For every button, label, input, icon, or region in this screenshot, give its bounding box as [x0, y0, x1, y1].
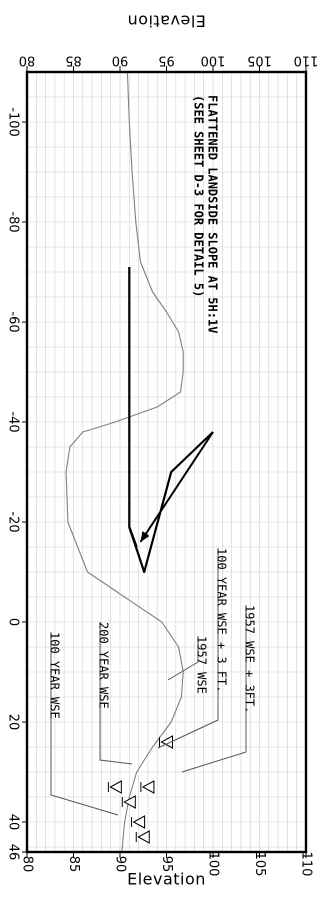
tick-label-distance: 0	[6, 618, 21, 626]
series-design-branch	[128, 526, 138, 548]
annotation-flattened-line-2: (SEE SHEET D-3 FOR DETAIL 5)	[192, 95, 206, 297]
annotation-wse1957-leader	[167, 636, 199, 681]
gridlines	[26, 71, 307, 852]
annotation-flattened-line-1: FLATTENED LANDSIDE SLOPE AT 5H:1V	[206, 95, 220, 333]
tick-label-elevation-top: 85	[65, 53, 82, 68]
water-markers	[107, 735, 173, 844]
axis-title-elevation-top: Elevation	[127, 12, 206, 31]
series-layer	[65, 71, 214, 853]
tick-label-distance: -80	[6, 211, 21, 232]
axes: 80 80 85 85 90 90 95 95 100 100 105 105 110 110 -100 -8…	[6, 12, 319, 889]
annotation-yr100_3ft-leader	[157, 548, 219, 749]
axis-title-elevation-bottom: Elevation	[127, 870, 206, 889]
annotation-yr100-leader	[50, 632, 119, 816]
series-design-line	[128, 267, 214, 574]
annotation-yr100_3ft: 100 YEAR WSE + 3 FT.	[215, 548, 229, 693]
tick-label-elevation-top: 105	[247, 53, 272, 68]
annotation-yr200-leader	[99, 622, 133, 765]
tick-label-elevation-top: 95	[158, 53, 175, 68]
water-surface-marker-icon	[109, 780, 122, 794]
tick-label-elevation-top: 90	[112, 53, 129, 68]
water-surface-marker-icon	[137, 830, 150, 844]
water-surface-marker-icon	[132, 815, 146, 829]
tick-label-elevation-bottom: 105	[252, 852, 267, 877]
annotation-wse1957_3ft-leader	[181, 605, 247, 773]
tick-label-elevation-top: 100	[201, 53, 226, 68]
flattened-leader-line	[139, 431, 214, 543]
tick-label-distance: 20	[6, 714, 21, 731]
tick-label-distance: 46	[6, 844, 21, 861]
tick-label-elevation-bottom: 110	[299, 852, 314, 877]
tick-label-distance: 40	[6, 814, 21, 831]
series-ground-line	[65, 71, 184, 853]
flattened-arrowhead	[140, 531, 150, 542]
water-surface-marker-icon	[160, 735, 173, 749]
tick-label-elevation-top: 110	[294, 53, 319, 68]
tick-label-elevation-top: 80	[19, 53, 36, 68]
annotations: FLATTENED LANDSIDE SLOPE AT 5H:1V(SEE SH…	[48, 95, 257, 816]
water-surface-marker-icon	[141, 780, 155, 794]
tick-label-elevation-bottom: 85	[66, 856, 81, 873]
tick-label-distance: -60	[6, 311, 21, 332]
annotation-yr100: 100 YEAR WSE	[48, 632, 62, 719]
tick-label-distance: -20	[6, 511, 21, 532]
tick-label-elevation-bottom: 80	[20, 856, 35, 873]
tick-label-elevation-bottom: 90	[113, 856, 128, 873]
tick-label-elevation-bottom: 100	[206, 852, 221, 877]
tick-label-distance: -100	[6, 107, 21, 137]
annotation-wse1957: 1957 WSE	[195, 636, 209, 694]
water-surface-marker-icon	[123, 795, 136, 809]
annotation-wse1957_3ft: 1957 WSE + 3FT.	[243, 605, 257, 713]
annotation-yr200: 200 YEAR WSE	[97, 622, 111, 709]
tick-label-distance: -40	[6, 411, 21, 432]
tick-label-elevation-bottom: 95	[159, 856, 174, 873]
